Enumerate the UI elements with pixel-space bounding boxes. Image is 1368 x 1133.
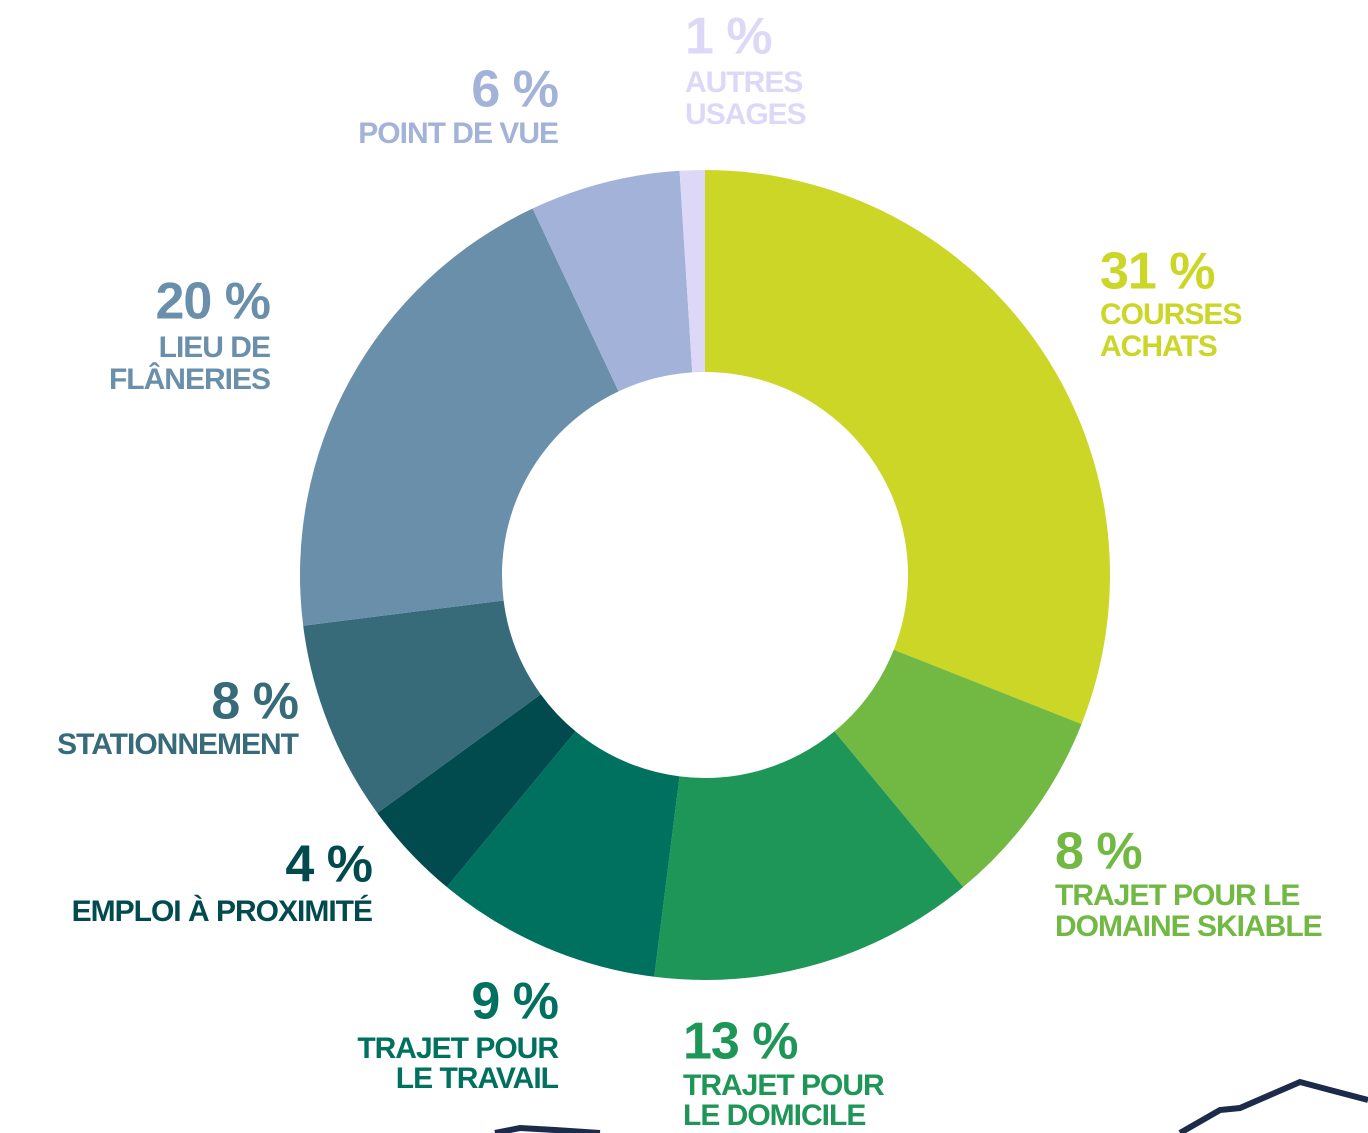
category-label-line: LE DOMICILE [683, 1099, 865, 1132]
category-label-line: ACHATS [1100, 330, 1217, 363]
mountain-decoration [495, 1128, 600, 1133]
value-label: 13 % [683, 1013, 798, 1071]
value-label: 8 % [1055, 823, 1142, 881]
category-label-line: LIEU DE [159, 331, 270, 364]
chart: 31 %COURSESACHATS8 %TRAJET POUR LEDOMAIN… [0, 0, 1368, 1133]
category-label-line: TRAJET POUR LE [1055, 879, 1299, 912]
value-label: 1 % [685, 8, 772, 66]
value-label: 4 % [285, 836, 372, 894]
category-label: POINT DE VUE [358, 117, 558, 150]
category-label-line: USAGES [685, 98, 806, 131]
category-label: STATIONNEMENT [57, 728, 299, 761]
mountain-decoration [1180, 1082, 1368, 1133]
category-label: EMPLOI À PROXIMITÉ [72, 894, 372, 928]
value-label: 6 % [471, 61, 558, 119]
category-label-line: EMPLOI À PROXIMITÉ [72, 894, 372, 928]
donut-slice [705, 170, 1110, 724]
category-label-line: STATIONNEMENT [57, 728, 299, 761]
value-label: 8 % [211, 673, 298, 731]
category-label-line: TRAJET POUR [683, 1069, 885, 1102]
category-label-line: DOMAINE SKIABLE [1055, 910, 1322, 943]
category-label-line: POINT DE VUE [358, 117, 558, 150]
category-label-line: COURSES [1100, 298, 1241, 331]
category-label-line: TRAJET POUR [357, 1032, 559, 1065]
value-label: 9 % [471, 973, 558, 1031]
category-label-line: FLÂNERIES [109, 362, 270, 396]
category-label-line: AUTRES [685, 66, 802, 99]
value-label: 31 % [1100, 243, 1215, 301]
value-label: 20 % [155, 273, 270, 331]
category-label-line: LE TRAVAIL [396, 1062, 559, 1095]
